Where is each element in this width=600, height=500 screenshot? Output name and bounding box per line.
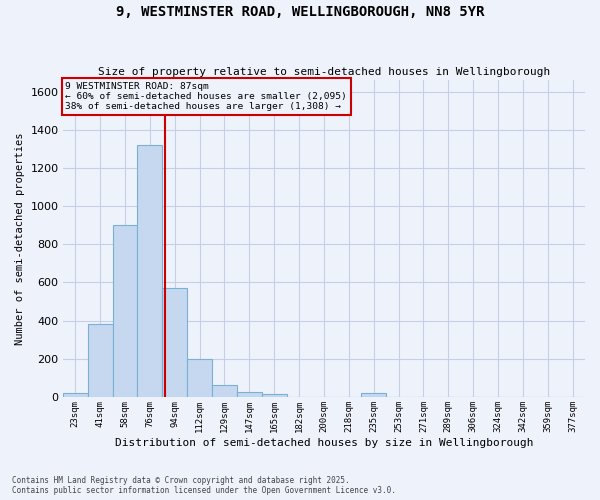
Text: 9, WESTMINSTER ROAD, WELLINGBOROUGH, NN8 5YR: 9, WESTMINSTER ROAD, WELLINGBOROUGH, NN8… <box>116 5 484 19</box>
Y-axis label: Number of semi-detached properties: Number of semi-detached properties <box>15 132 25 344</box>
Bar <box>63 393 88 397</box>
Bar <box>361 393 386 397</box>
Bar <box>163 288 187 397</box>
Bar <box>212 384 237 397</box>
Title: Size of property relative to semi-detached houses in Wellingborough: Size of property relative to semi-detach… <box>98 66 550 76</box>
Bar <box>137 145 163 397</box>
Bar <box>262 394 287 397</box>
X-axis label: Distribution of semi-detached houses by size in Wellingborough: Distribution of semi-detached houses by … <box>115 438 533 448</box>
Bar <box>237 392 262 397</box>
Text: Contains HM Land Registry data © Crown copyright and database right 2025.
Contai: Contains HM Land Registry data © Crown c… <box>12 476 396 495</box>
Bar <box>88 324 113 397</box>
Bar <box>113 225 137 397</box>
Bar <box>187 358 212 397</box>
Text: 9 WESTMINSTER ROAD: 87sqm
← 60% of semi-detached houses are smaller (2,095)
38% : 9 WESTMINSTER ROAD: 87sqm ← 60% of semi-… <box>65 82 347 112</box>
